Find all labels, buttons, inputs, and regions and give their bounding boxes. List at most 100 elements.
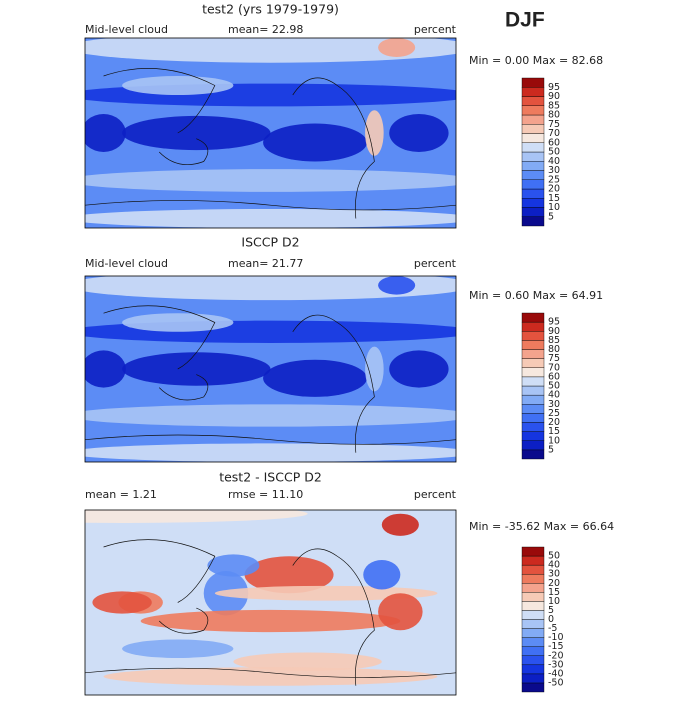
panel-title: ISCCP D2 <box>241 235 299 250</box>
colorbar-box <box>521 376 545 387</box>
map-field <box>92 591 152 614</box>
colorbar-box <box>521 546 545 557</box>
colorbar-label: 50 <box>548 147 560 158</box>
map-field <box>122 115 271 151</box>
map-field <box>85 404 456 427</box>
colorbar-box <box>521 637 545 647</box>
colorbar-label: 95 <box>548 82 560 93</box>
colorbar-box <box>521 331 545 341</box>
colorbar-label: 10 <box>548 202 560 213</box>
colorbar-box <box>521 592 545 602</box>
colorbar-box <box>521 573 545 584</box>
map-field <box>122 76 234 95</box>
map-field <box>389 114 449 152</box>
map-field <box>85 276 456 301</box>
colorbar-label: 95 <box>548 317 560 328</box>
colorbar-label: 0 <box>548 614 554 625</box>
map-field <box>207 554 260 577</box>
map-field <box>378 276 416 295</box>
colorbar-label: 40 <box>548 390 560 401</box>
map-field <box>103 667 438 686</box>
colorbar-label: 20 <box>548 578 560 589</box>
left-label: mean = 1.21 <box>85 488 157 501</box>
map-field <box>122 639 234 658</box>
map <box>85 276 456 462</box>
colorbar-box <box>521 673 545 684</box>
colorbar-label: 25 <box>548 174 560 185</box>
colorbar-box <box>521 555 545 566</box>
colorbar-label: 5 <box>548 444 554 455</box>
coastline <box>85 68 456 219</box>
colorbar-label: -5 <box>548 623 557 634</box>
map-field <box>244 556 334 594</box>
colorbar-box <box>521 601 545 611</box>
min-max: Min = 0.60 Max = 64.91 <box>469 289 603 302</box>
min-max: Min = -35.62 Max = 66.64 <box>469 520 614 533</box>
map-field <box>85 38 456 63</box>
colorbar-box <box>521 655 545 666</box>
colorbar-box <box>521 133 545 143</box>
map <box>85 38 456 228</box>
min-max: Min = 0.00 Max = 82.68 <box>469 54 603 67</box>
colorbar-label: 60 <box>548 137 560 148</box>
left-label: Mid-level cloud <box>85 23 168 36</box>
colorbar-label: 70 <box>548 128 560 139</box>
map-field <box>378 38 416 57</box>
colorbar-label: 85 <box>548 335 560 346</box>
colorbar-box <box>521 431 545 441</box>
colorbar-label: -40 <box>548 668 564 679</box>
map-field <box>140 609 401 633</box>
colorbar-label: 80 <box>548 344 560 355</box>
colorbar-box <box>521 367 545 378</box>
colorbar-label: 30 <box>548 399 560 410</box>
colorbar-label: 15 <box>548 426 560 437</box>
colorbar-label: 5 <box>548 605 554 616</box>
colorbar-box <box>521 105 545 116</box>
colorbar-box <box>521 77 545 88</box>
right-label: percent <box>414 257 457 270</box>
map-field <box>85 510 308 523</box>
panel-title: test2 (yrs 1979-1979) <box>202 2 339 17</box>
colorbar-box <box>521 312 545 323</box>
season-title: DJF <box>505 9 545 32</box>
colorbar-label: 40 <box>548 156 560 167</box>
map-field <box>365 346 384 392</box>
colorbar-box <box>521 349 545 359</box>
center-label: mean= 22.98 <box>228 23 303 36</box>
colorbar-label: 30 <box>548 569 560 580</box>
colorbar-box <box>521 682 545 693</box>
colorbar-label: -50 <box>548 677 564 688</box>
colorbar-box <box>521 440 545 451</box>
colorbar-label: 10 <box>548 596 560 607</box>
colorbar-box <box>521 564 545 575</box>
colorbar-label: 90 <box>548 326 560 337</box>
colorbar-box <box>521 449 545 460</box>
colorbar-box <box>521 124 545 134</box>
map-frame <box>84 275 457 463</box>
colorbar-label: 15 <box>548 193 560 204</box>
colorbar-label: -15 <box>548 641 564 652</box>
map <box>85 510 456 695</box>
map-field <box>378 593 423 631</box>
map-field <box>85 443 456 462</box>
colorbar-label: -30 <box>548 659 564 670</box>
colorbar-box <box>521 87 545 97</box>
colorbar-box <box>521 207 545 217</box>
colorbar-box <box>521 422 545 432</box>
colorbar-label: -10 <box>548 632 564 643</box>
colorbar-label: 85 <box>548 100 560 111</box>
colorbar-box <box>521 96 545 106</box>
colorbar-label: 20 <box>548 184 560 195</box>
colorbar-label: 80 <box>548 110 560 121</box>
map-frame <box>84 37 457 229</box>
colorbar-box <box>521 583 545 593</box>
colorbar-label: 20 <box>548 417 560 428</box>
colorbar-label: 25 <box>548 408 560 419</box>
colorbar-box <box>521 404 545 414</box>
colorbar-box <box>521 198 545 208</box>
colorbar-label: 10 <box>548 435 560 446</box>
colorbar-box <box>521 610 545 620</box>
colorbar-label: 5 <box>548 211 554 222</box>
